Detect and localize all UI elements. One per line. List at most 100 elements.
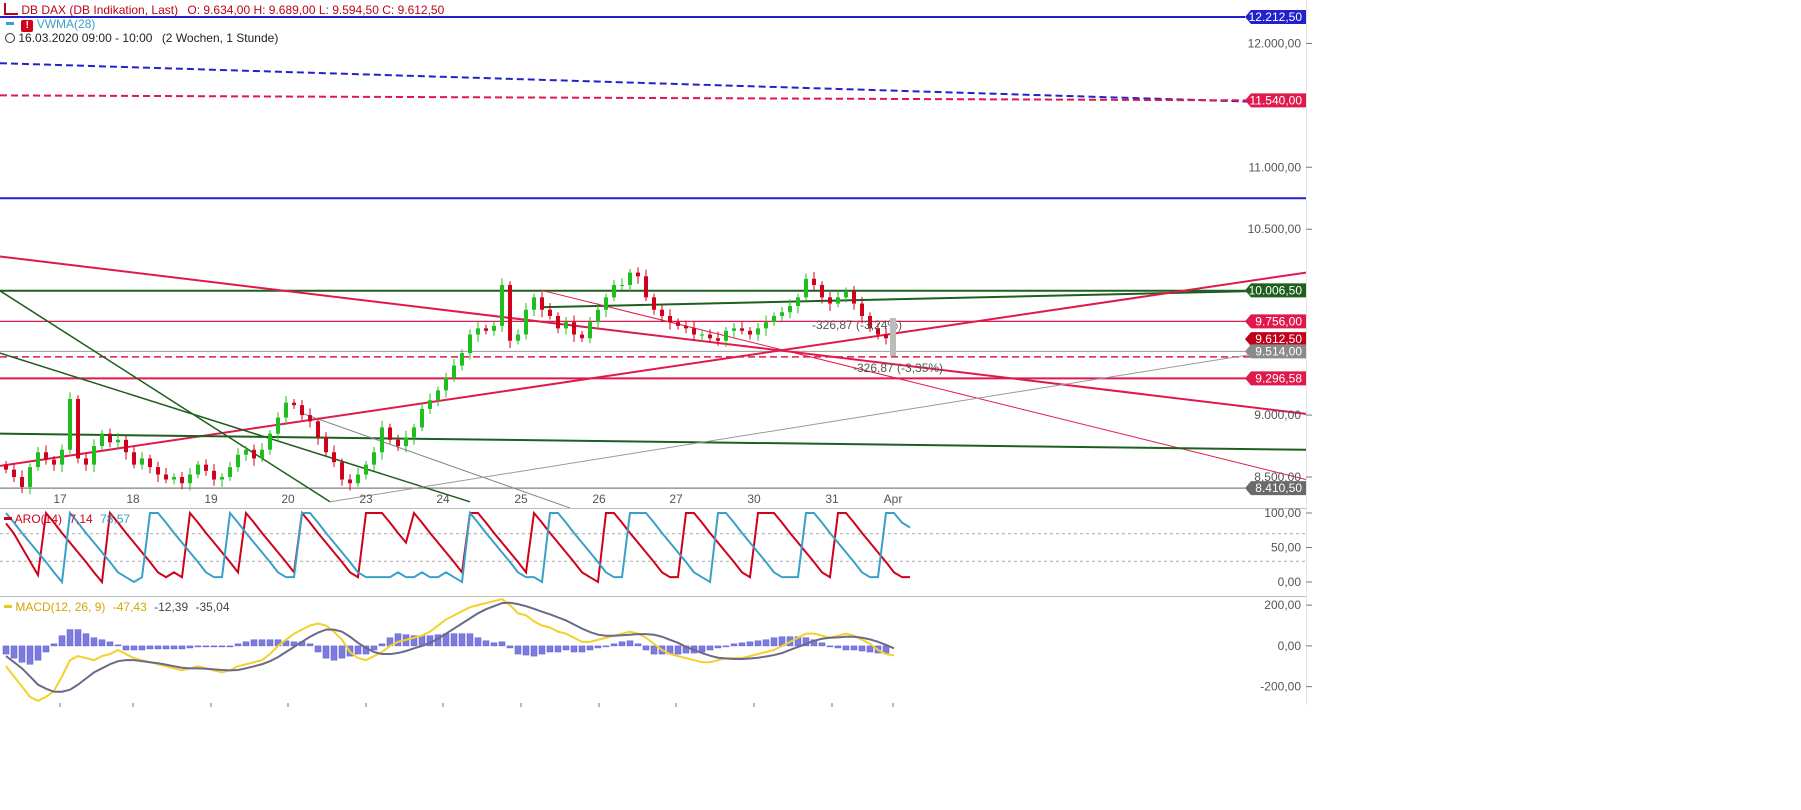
y-tick-label: 12.000,00 <box>1248 36 1302 50</box>
grey-diag <box>299 412 571 508</box>
candle-body <box>252 449 256 459</box>
macd-hist-bar <box>34 645 42 661</box>
aroon-up-value: 7,14 <box>69 512 93 526</box>
candle-body <box>572 322 576 335</box>
candle-body <box>580 334 584 339</box>
macd-hist-bar <box>178 645 186 650</box>
price-label-text: 12.212,50 <box>1249 10 1303 24</box>
macd-hist-bar <box>634 643 642 647</box>
macd-hist-bar <box>66 629 74 647</box>
candle-body <box>612 284 616 298</box>
macd-hist-bar <box>570 645 578 653</box>
macd-hist-bar <box>322 645 330 659</box>
x-tick-label: 18 <box>126 492 140 506</box>
candle-body <box>532 297 536 310</box>
period-text: 16.03.2020 09:00 - 10:00 <box>18 31 153 45</box>
macd-hist-bar <box>546 645 554 653</box>
macd-hist-bar <box>642 645 650 651</box>
macd-hist-bar <box>698 645 706 653</box>
candle-body <box>20 477 24 487</box>
green-lower-trend <box>0 432 1306 451</box>
candle-body <box>604 297 608 310</box>
candle-body <box>596 309 600 323</box>
signal-line <box>5 601 895 693</box>
candle-body <box>756 328 760 335</box>
candle-body <box>36 452 40 468</box>
candle-body <box>444 377 448 391</box>
macd-hist-bar <box>842 645 850 651</box>
candle-body <box>692 328 696 335</box>
price-label-text: 10.006,50 <box>1249 283 1303 297</box>
candle-body <box>812 278 816 285</box>
candle-body <box>84 458 88 465</box>
candle-body <box>836 297 840 304</box>
macd-hist-bar <box>42 645 50 653</box>
macd-hist-bar <box>722 645 730 648</box>
red-descending-trend <box>0 255 1306 415</box>
macd-hist-bar <box>26 645 34 665</box>
macd-hist-bar <box>242 641 250 647</box>
macd-hist-bar <box>74 629 82 647</box>
macd-hist-bar <box>106 641 114 647</box>
aroon-swatch <box>4 517 12 520</box>
macd-tick-label: 0,00 <box>1278 639 1302 653</box>
macd-hist-bar <box>146 645 154 650</box>
candle-body <box>332 452 336 463</box>
candle-body <box>60 449 64 465</box>
macd-hist-bar <box>506 645 514 649</box>
aroon-title: ARO(14) <box>14 512 63 526</box>
candle-body <box>772 315 776 323</box>
price-label-box <box>1245 314 1306 329</box>
candle-body <box>28 467 32 487</box>
price-label-box <box>1245 332 1306 347</box>
macd-hist-bar <box>650 645 658 655</box>
macd-hist-bar <box>122 645 130 651</box>
candle-body <box>420 408 424 428</box>
macd-hist-bar <box>586 645 594 651</box>
macd-hist-bar <box>706 645 714 651</box>
macd-hist-bar <box>186 645 194 649</box>
macd-hist-bar <box>18 645 26 663</box>
candle-body <box>228 467 232 478</box>
aroon-down-value: 78,57 <box>100 512 131 526</box>
candle-body <box>428 400 432 409</box>
candle-body <box>732 328 736 331</box>
candle-body <box>316 421 320 438</box>
candle-body <box>556 315 560 329</box>
price-label-text: 11.540,00 <box>1250 93 1303 107</box>
candle-body <box>276 417 280 434</box>
macd-hist-bar <box>858 645 866 652</box>
macd-hist-bar <box>522 645 530 656</box>
x-tick-label: 17 <box>53 492 67 506</box>
candle-body <box>628 272 632 285</box>
candle-body <box>652 297 656 310</box>
annotations: -326,87 (-3,24%) -326,87 (-3,35%) <box>812 318 943 375</box>
candle-body <box>172 477 176 480</box>
x-tick-label: 26 <box>592 492 606 506</box>
macd-hist-bar <box>82 633 90 647</box>
aroon-tick-label: 100,00 <box>1264 506 1301 520</box>
candle-body <box>476 328 480 335</box>
aroon-legend: ARO(14) 7,14 78,57 <box>4 512 130 526</box>
candle-body <box>116 439 120 443</box>
macd-hist-bar <box>490 642 498 647</box>
candle-body <box>484 328 488 331</box>
candle-body <box>380 427 384 453</box>
warning-icon[interactable]: ! <box>21 20 34 32</box>
candle-body <box>508 284 512 341</box>
annotation-2: -326,87 (-3,35%) <box>853 361 943 375</box>
candle-body <box>548 309 552 316</box>
candle-body <box>324 437 328 453</box>
macd-hist-bar <box>482 640 490 647</box>
macd-legend: MACD(12, 26, 9) -47,43 -12,39 -35,04 <box>4 600 230 614</box>
candle-body <box>148 458 152 468</box>
macd-hist-bar <box>618 641 626 647</box>
macd-hist-bar <box>354 645 362 655</box>
macd-hist-bar <box>258 639 266 647</box>
thin-red-trend <box>539 289 1306 480</box>
green-diag-1 <box>0 290 331 503</box>
candle-body <box>92 446 96 465</box>
macd-hist-bar <box>866 645 874 653</box>
macd-hist-bar <box>562 645 570 651</box>
